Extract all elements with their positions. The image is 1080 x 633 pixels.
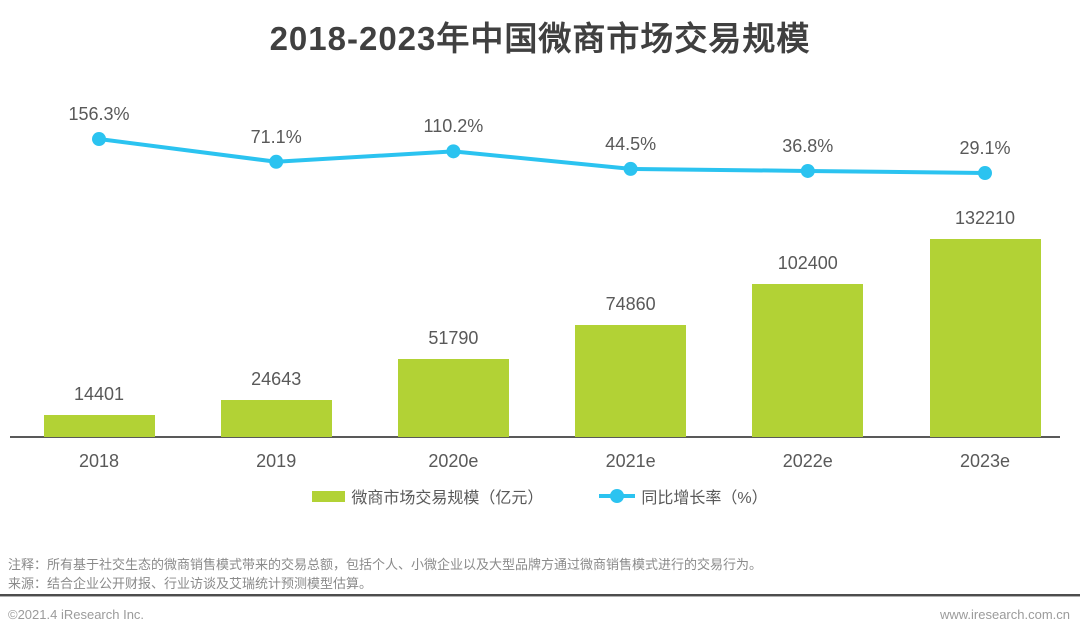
growth-label-2020e: 110.2%	[423, 116, 484, 137]
growth-label-2018: 156.3%	[68, 104, 130, 125]
legend-bar-label: 微商市场交易规模（亿元）	[351, 490, 544, 507]
legend-item-bar: 微商市场交易规模（亿元）	[312, 484, 543, 508]
bar-value-label-2022e: 102400	[777, 253, 838, 273]
website-text: www.iresearch.com.cn	[939, 607, 1070, 622]
growth-label-2023e: 29.1%	[959, 138, 1011, 159]
growth-point-2020e	[446, 144, 461, 159]
bar-value-label-2021e: 74860	[605, 294, 656, 314]
x-axis-label-2022e: 2022e	[782, 451, 833, 471]
footer-bar: ©2021.4 iResearch Inc. www.iresearch.com…	[0, 604, 1080, 628]
copyright-text: ©2021.4 iResearch Inc.	[8, 607, 145, 622]
x-axis-line	[10, 436, 1060, 438]
footer-divider	[0, 594, 1080, 597]
growth-point-2021e	[623, 161, 638, 176]
growth-label-2019: 71.1%	[250, 126, 302, 147]
legend-line-label: 同比增长率（%）	[641, 490, 768, 507]
bar-value-label-2018: 14401	[73, 384, 125, 404]
growth-point-2023e	[978, 166, 992, 181]
line-series-swatch-icon	[599, 489, 636, 503]
bar-2018	[43, 415, 155, 437]
footnotes: 注释：所有基于社交生态的微商销售模式带来的交易总额，包括个人、小微企业以及大型品…	[8, 555, 1072, 593]
bar-value-label-2019: 24643	[251, 369, 302, 389]
x-axis-label-2019: 2019	[256, 451, 297, 471]
bar-value-label-2020e: 51790	[428, 328, 479, 348]
x-axis-label-2018: 2018	[78, 451, 120, 471]
bar-2022e	[752, 284, 864, 437]
x-axis-label-2021e: 2021e	[605, 451, 656, 471]
source-line: 来源：结合企业公开财报、行业访谈及艾瑞统计预测模型估算。	[8, 576, 373, 591]
growth-label-2021e: 44.5%	[605, 133, 657, 154]
growth-point-2022e	[800, 163, 815, 178]
bar-2021e	[575, 325, 687, 437]
bar-value-label-2023e: 132210	[954, 208, 1016, 228]
bar-2020e	[397, 359, 509, 437]
chart-legend: 微商市场交易规模（亿元） 同比增长率（%）	[0, 484, 1080, 508]
chart-title: 2018-2023年中国微商市场交易规模	[269, 20, 811, 57]
x-axis-label-2020e: 2020e	[428, 451, 479, 471]
bar-2023e	[929, 239, 1041, 437]
note-line: 注释：所有基于社交生态的微商销售模式带来的交易总额，包括个人、小微企业以及大型品…	[8, 557, 763, 572]
growth-label-2022e: 36.8%	[782, 135, 834, 156]
bar-2019	[220, 400, 332, 437]
growth-point-2018	[92, 132, 106, 147]
legend-item-line: 同比增长率（%）	[599, 484, 768, 508]
growth-point-2019	[269, 154, 284, 169]
bar-series-swatch-icon	[312, 490, 346, 502]
x-axis-label-2023e: 2023e	[959, 451, 1011, 471]
